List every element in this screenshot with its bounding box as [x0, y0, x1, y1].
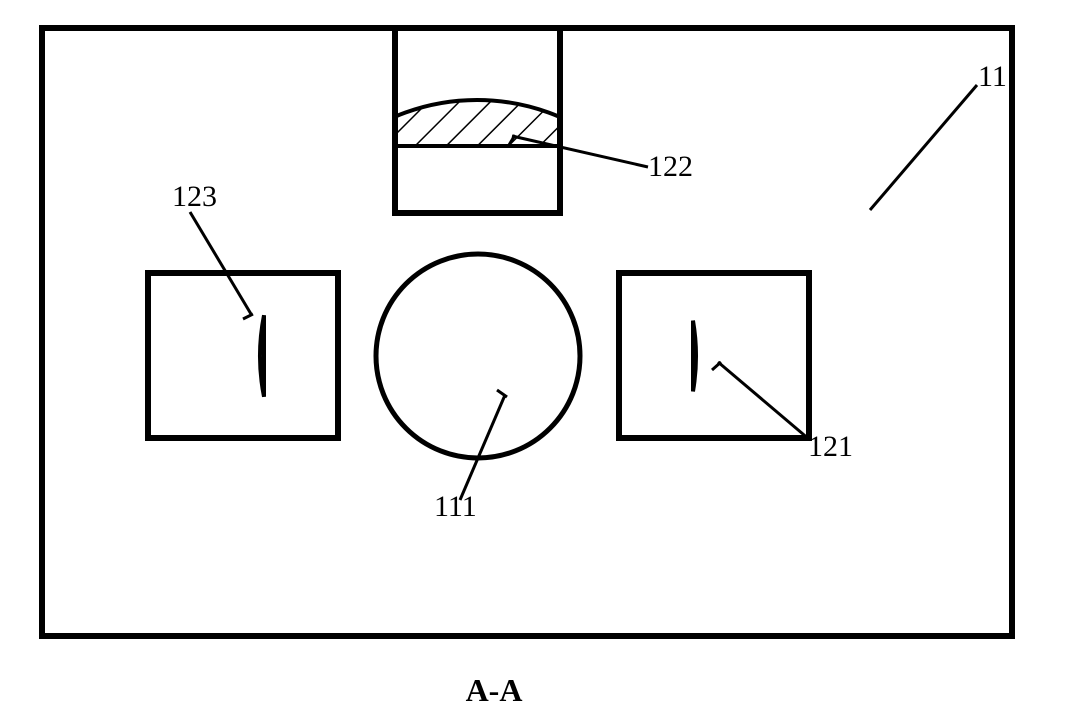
- ref-label-123: 123: [172, 180, 217, 214]
- figure-canvas: 11 111 121 122 123 A-A: [0, 0, 1082, 719]
- ref-label-11: 11: [978, 60, 1007, 94]
- ref-label-121: 121: [808, 430, 853, 464]
- ref-label-111: 111: [434, 490, 477, 524]
- section-label: A-A: [466, 672, 523, 709]
- diagram-svg: [0, 0, 1082, 719]
- ref-label-122: 122: [648, 150, 693, 184]
- central-circle: [376, 254, 580, 458]
